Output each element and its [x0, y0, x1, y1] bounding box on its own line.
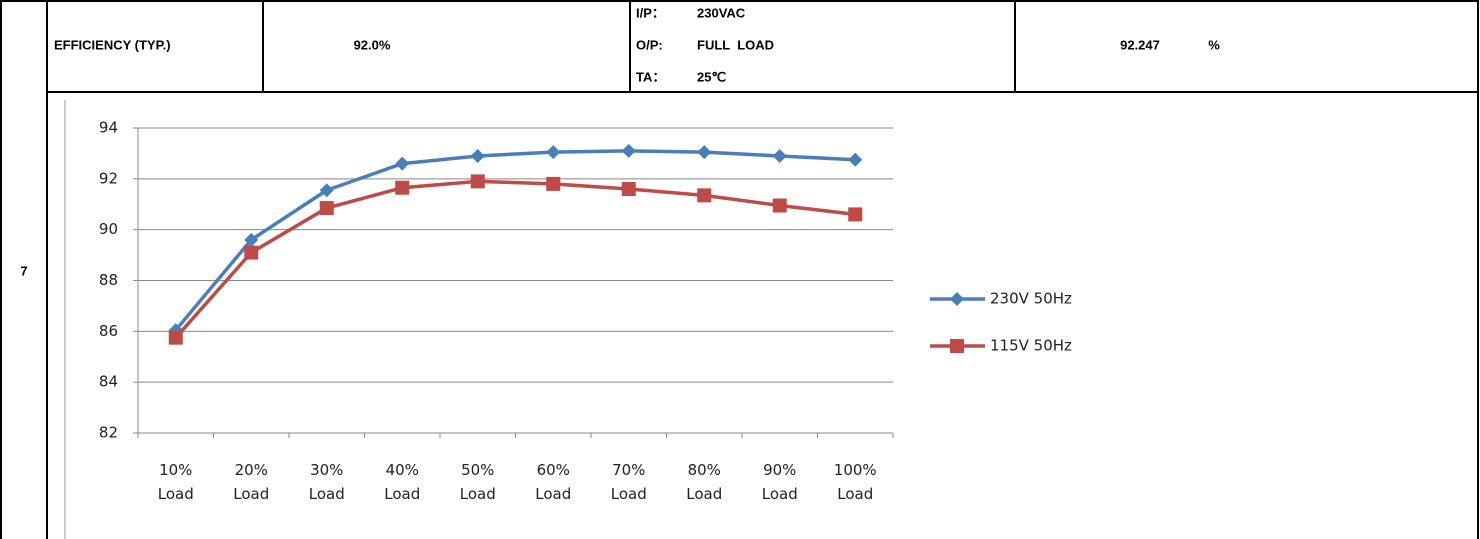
unit: %: [1208, 37, 1220, 52]
x-tick-label: 70% Load: [610, 461, 647, 503]
condition-label: I/P：: [636, 5, 665, 20]
marker: [470, 174, 485, 189]
condition-label: TA：: [636, 69, 665, 84]
marker: [950, 339, 964, 353]
marker: [950, 292, 964, 306]
marker: [470, 148, 485, 163]
condition-value: 25℃: [697, 69, 726, 84]
marker: [168, 330, 183, 345]
row-number: 7: [20, 263, 27, 278]
x-tick-label: 90% Load: [761, 461, 798, 503]
x-tick-label: 10% Load: [157, 461, 194, 503]
x-tick-label: 80% Load: [686, 461, 723, 503]
marker: [244, 232, 259, 247]
x-tick-label: 60% Load: [535, 461, 572, 503]
series-line: [174, 179, 856, 339]
y-tick-label: 92: [99, 169, 118, 187]
marker: [848, 207, 863, 222]
marker: [772, 148, 787, 163]
marker: [244, 245, 259, 260]
result: 92.247: [1120, 37, 1160, 52]
marker: [697, 145, 712, 160]
y-tick-label: 82: [99, 424, 118, 442]
y-tick-label: 86: [99, 322, 118, 340]
marker: [621, 143, 636, 158]
y-tick-label: 90: [99, 220, 118, 238]
marker: [546, 145, 561, 160]
x-tick-label: 20% Load: [233, 461, 270, 503]
marker: [848, 152, 863, 167]
condition-value: FULL LOAD: [697, 37, 774, 52]
legend-label: 230V 50Hz: [990, 290, 1072, 308]
marker: [621, 182, 636, 196]
x-tick-label: 50% Load: [459, 461, 496, 503]
y-tick-label: 84: [99, 373, 118, 391]
marker: [319, 183, 334, 198]
condition-label: O/P:: [636, 37, 663, 52]
marker: [395, 156, 410, 171]
marker: [772, 198, 787, 213]
marker: [697, 188, 712, 203]
x-tick-label: 40% Load: [384, 461, 421, 503]
marker: [546, 176, 561, 191]
item: EFFICIENCY (TYP.): [54, 37, 171, 52]
series-line: [174, 149, 856, 332]
spec: 92.0%: [354, 37, 391, 52]
x-tick-label: 30% Load: [308, 461, 345, 503]
x-tick-label: 100% Load: [833, 461, 877, 503]
y-tick-label: 88: [99, 271, 118, 289]
marker: [319, 201, 334, 216]
marker: [395, 180, 410, 195]
y-tick-label: 94: [99, 119, 118, 137]
legend-label: 115V 50Hz: [990, 337, 1072, 355]
condition-value: 230VAC: [697, 5, 746, 20]
